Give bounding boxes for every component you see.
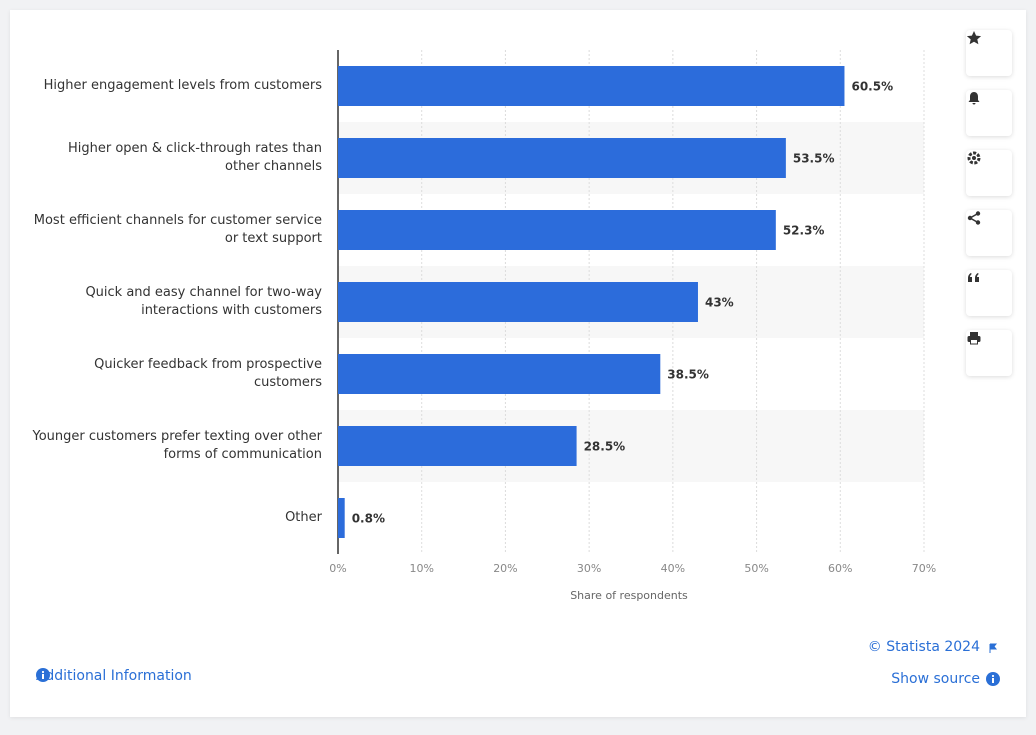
x-tick-label: 10% [409,562,433,575]
value-label: 60.5% [851,80,893,94]
x-tick-label: 60% [828,562,852,575]
y-tick-label: Higher engagement levels from customers [43,77,322,93]
settings-button[interactable] [966,150,1012,196]
favorite-button[interactable] [966,30,1012,76]
y-tick-label: Quicker feedback from prospective custom… [94,356,322,390]
value-label: 0.8% [352,512,385,526]
bar [338,426,577,466]
x-tick-label: 50% [744,562,768,575]
x-tick-label: 0% [329,562,346,575]
bar [338,138,786,178]
y-tick-label: Most efficient channels for customer ser… [33,212,322,246]
x-tick-label: 30% [577,562,601,575]
y-tick-label: Quick and easy channel for two-way inter… [85,284,322,318]
cite-button[interactable] [966,270,1012,316]
x-tick-label: 70% [912,562,936,575]
share-button[interactable] [966,210,1012,256]
alert-button[interactable] [966,90,1012,136]
bar [338,66,845,106]
source-icon [986,672,1000,686]
additional-info-text: Additional Information [36,668,192,684]
bar [338,210,776,250]
show-source-link[interactable]: Show source [891,671,980,687]
value-label: 53.5% [793,152,835,166]
bar [338,354,661,394]
value-label: 52.3% [783,224,825,238]
value-label: 38.5% [667,368,709,382]
print-button[interactable] [966,330,1012,376]
y-tick-label: Other [285,509,322,525]
x-axis-title: Share of respondents [570,589,688,602]
additional-info-link[interactable]: Additional Information [36,668,192,684]
x-tick-label: 20% [493,562,517,575]
bar [338,282,698,322]
y-tick-label: Younger customers prefer texting over ot… [32,428,322,462]
x-tick-label: 40% [661,562,685,575]
bar [338,498,345,538]
value-label: 43% [705,296,734,310]
copyright[interactable]: © Statista 2024 [867,639,980,655]
flag-icon [989,643,998,653]
value-label: 28.5% [584,440,626,454]
y-tick-label: Higher open & click-through rates than o… [67,140,322,174]
